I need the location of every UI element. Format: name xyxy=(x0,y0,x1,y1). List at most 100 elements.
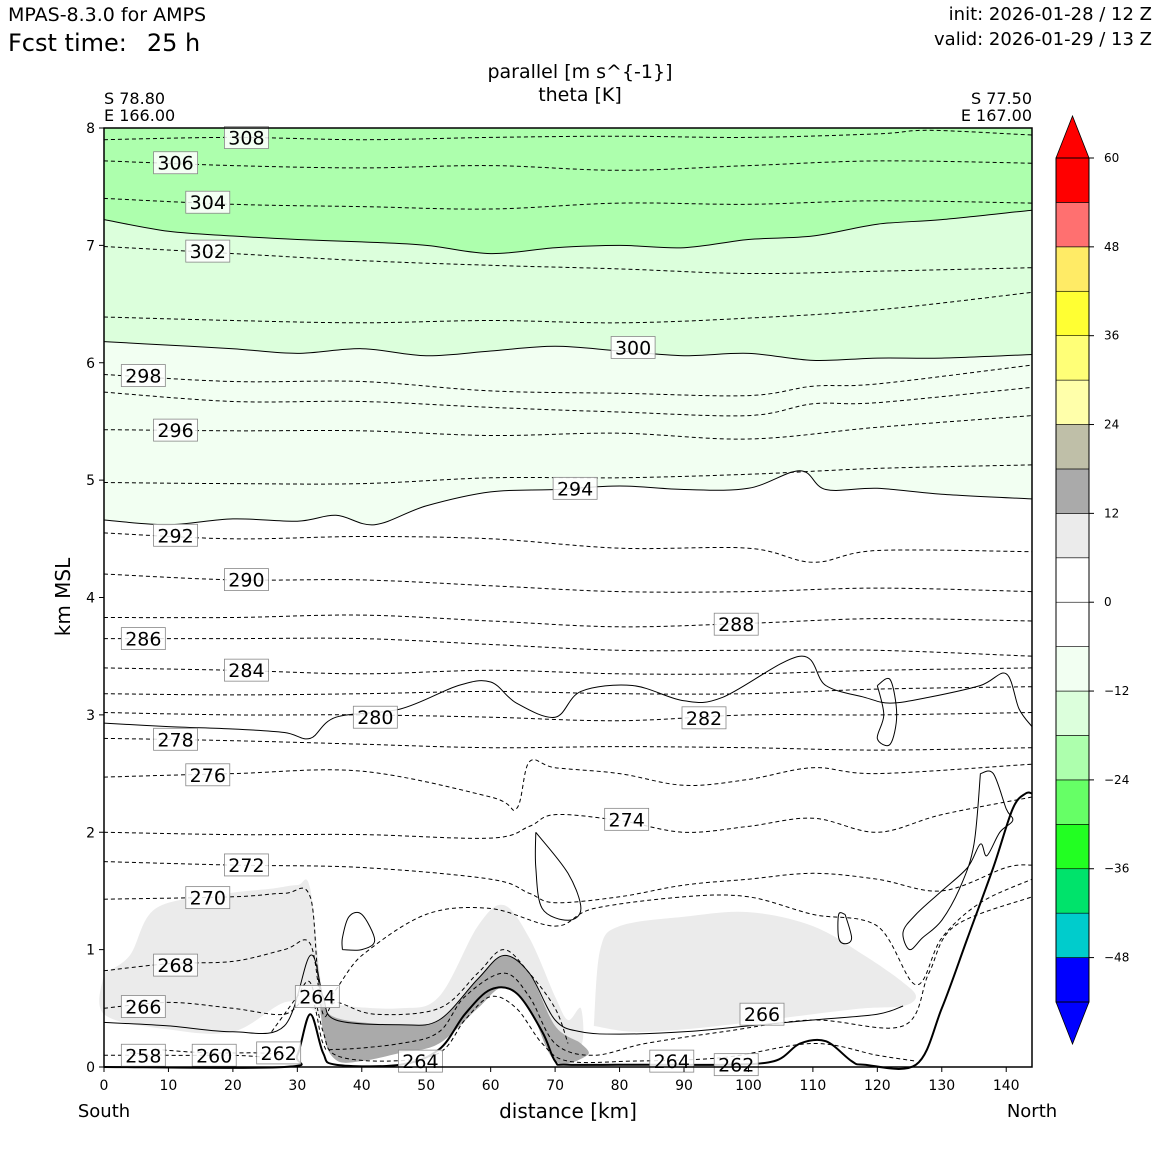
contour-label-text: 296 xyxy=(157,420,193,442)
colorbar-band-2 xyxy=(1055,868,1090,914)
contour-label-box xyxy=(352,705,398,729)
contour-label-18: 266 xyxy=(120,995,166,1019)
x-tick-label: 80 xyxy=(611,1078,629,1094)
contour-label-text: 266 xyxy=(125,997,161,1019)
contour-label-text: 260 xyxy=(196,1045,232,1067)
contour-label-box xyxy=(185,763,231,787)
contour-label-box xyxy=(224,658,269,682)
contour-label-text: 272 xyxy=(228,855,264,877)
contour-label-15: 272 xyxy=(224,853,269,877)
contour-label-text: 288 xyxy=(718,614,754,636)
wind-contour-3 xyxy=(103,655,1033,740)
contour-label-box xyxy=(224,853,269,877)
colorbar-band-15 xyxy=(1055,290,1090,336)
theta-contour-296 xyxy=(103,415,1033,440)
colorbar-tick-9: −48 xyxy=(1089,951,1129,965)
forecast-time-value: 25 h xyxy=(146,29,201,57)
contour-label-box xyxy=(185,886,231,910)
y-tick-5: 5 xyxy=(86,473,104,489)
y-tick-label: 2 xyxy=(86,825,95,841)
colorbar-frame xyxy=(1055,157,1090,1003)
contour-label-4: 298 xyxy=(120,364,166,388)
colorbar-over-arrow xyxy=(1055,114,1090,159)
contour-label-text: 262 xyxy=(718,1055,754,1077)
theta-contour-298 xyxy=(103,364,1033,397)
contour-label-text: 284 xyxy=(228,660,264,682)
right-end-lat: S 77.50 xyxy=(971,89,1032,108)
contour-label-text: 290 xyxy=(228,570,264,592)
colorbar-tick-3: 24 xyxy=(1089,418,1119,432)
contour-label-box xyxy=(153,727,198,751)
contour-label-box xyxy=(604,807,650,831)
contour-label-16: 270 xyxy=(185,886,231,910)
contour-label-box xyxy=(153,523,198,547)
contour-label-11: 282 xyxy=(681,706,727,730)
theta-contour-266 xyxy=(103,896,1033,1056)
y-tick-3: 3 xyxy=(86,708,104,724)
wind-contour-5 xyxy=(341,911,376,951)
contour-label-box xyxy=(153,151,198,175)
contour-label-box xyxy=(713,1053,759,1077)
forecast-time: Fcst time: 25 h xyxy=(8,29,200,57)
colorbar-band-18 xyxy=(1055,157,1090,203)
colorbar-tick-label: 48 xyxy=(1104,240,1119,254)
contour-label-29: 262 xyxy=(713,1053,759,1077)
theta-contour-unlabeled-4 xyxy=(103,291,1033,324)
x-tick-30: 30 xyxy=(288,1067,306,1094)
contour-label-box xyxy=(552,476,598,500)
contour-labels: 308 306 304 302 298 296 292 290 286 288 284 282 278 2… xyxy=(120,126,785,1077)
contour-label-box xyxy=(185,190,231,214)
x-tick-100: 100 xyxy=(735,1067,762,1094)
x-tick-90: 90 xyxy=(675,1067,693,1094)
colorbar-band-13 xyxy=(1055,379,1090,425)
contour-label-6: 292 xyxy=(153,523,198,547)
contour-label-13: 276 xyxy=(185,763,231,787)
theta-contour-268 xyxy=(103,939,569,1044)
colorbar-tick-label: −36 xyxy=(1104,862,1129,876)
colorbar-tick-4: 12 xyxy=(1089,506,1119,520)
y-tick-label: 7 xyxy=(86,238,95,254)
x-tick-label: 10 xyxy=(160,1078,178,1094)
contour-label-28: 264 xyxy=(649,1049,695,1073)
x-tick-50: 50 xyxy=(417,1067,435,1094)
contour-label-text: 268 xyxy=(157,955,193,977)
x-tick-110: 110 xyxy=(800,1067,826,1094)
contour-label-text: 300 xyxy=(615,337,651,359)
chart-title-line1: parallel [m s^{-1}] xyxy=(487,61,672,83)
contour-label-5: 296 xyxy=(153,418,198,442)
y-axis-label: km MSL xyxy=(51,557,75,636)
theta-contour-304 xyxy=(103,197,1033,210)
y-tick-2: 2 xyxy=(86,825,104,841)
x-axis: 0 10 20 30 40 50 60 70 80 90 100 110 120 130 140 xyxy=(100,1067,1020,1094)
contour-label-text: 276 xyxy=(190,765,226,787)
y-tick-0: 0 xyxy=(86,1060,104,1076)
contour-label-20: 262 xyxy=(256,1041,302,1065)
y-tick-4: 4 xyxy=(86,591,104,607)
x-tick-label: 0 xyxy=(100,1078,109,1094)
x-tick-label: 40 xyxy=(353,1078,371,1094)
init-time: init: 2026-01-28 / 12 Z xyxy=(948,4,1152,25)
contour-label-text: 262 xyxy=(261,1043,297,1065)
theta-contour-286 xyxy=(104,637,1033,657)
contour-label-7: 290 xyxy=(224,568,269,592)
terrain-outline xyxy=(103,791,1033,1070)
theta-contour-302 xyxy=(103,246,1033,275)
theta-contour-unlabeled-6 xyxy=(103,386,1033,417)
colorbar-tick-label: 24 xyxy=(1104,418,1119,432)
theta-contour-272 xyxy=(103,861,1033,904)
theta-contour-308 xyxy=(103,129,1033,141)
x-tick-label: 20 xyxy=(224,1078,242,1094)
contour-label-25: 280 xyxy=(352,705,398,729)
x-tick-label: 130 xyxy=(928,1078,955,1094)
contour-label-box xyxy=(120,995,166,1018)
fill-band-12-18 xyxy=(316,955,589,1064)
x-tick-10: 10 xyxy=(160,1067,178,1094)
right-direction-label: North xyxy=(1007,1101,1057,1122)
fill-band-6-12-north xyxy=(593,911,916,1032)
right-end-lon: E 167.00 xyxy=(961,106,1032,125)
contour-label-text: 298 xyxy=(125,366,161,388)
x-axis-label: distance [km] xyxy=(499,1099,637,1123)
y-tick-label: 3 xyxy=(86,708,95,724)
theta-contour-306 xyxy=(103,160,1033,171)
